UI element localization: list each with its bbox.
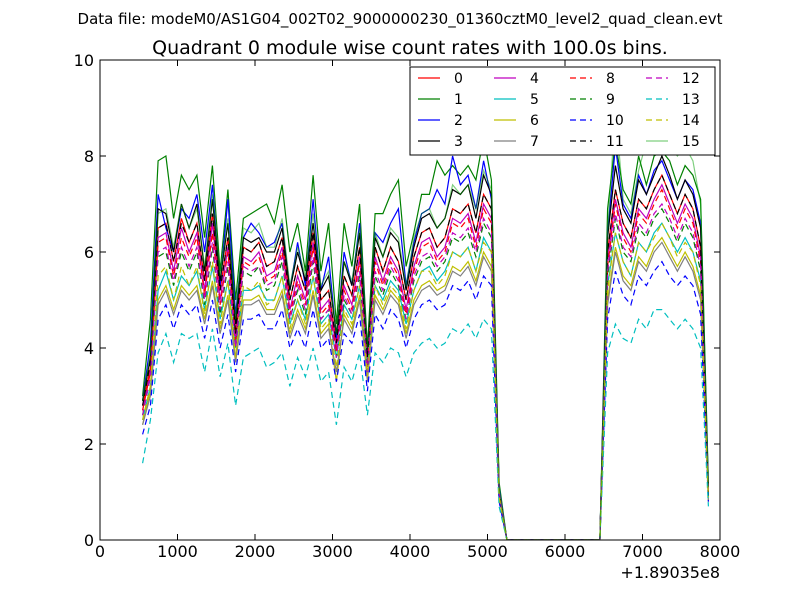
legend-label-6: 6	[530, 113, 539, 129]
series-line-8	[142, 188, 709, 540]
legend-label-8: 8	[606, 71, 615, 87]
y-tick-label: 0	[84, 531, 94, 550]
series-line-13	[142, 309, 709, 540]
chart-supertitle: Data file: modeM0/AS1G04_002T02_90000002…	[78, 10, 723, 29]
legend-label-3: 3	[454, 134, 463, 150]
x-tick-label: 0	[95, 542, 105, 561]
y-tick-label: 2	[84, 435, 94, 454]
series-line-7	[142, 241, 709, 540]
legend-label-0: 0	[454, 71, 463, 87]
legend-label-11: 11	[606, 134, 624, 150]
x-tick-label: 6000	[545, 542, 586, 561]
legend-frame	[409, 66, 716, 156]
series-line-3	[142, 154, 709, 540]
x-tick-label: 7000	[622, 542, 663, 561]
legend-label-14: 14	[682, 113, 700, 129]
x-tick-label: 2000	[235, 542, 276, 561]
legend-label-7: 7	[530, 134, 539, 150]
legend-label-2: 2	[454, 113, 463, 129]
legend-label-10: 10	[606, 113, 624, 129]
legend-label-13: 13	[682, 92, 700, 108]
y-tick-label: 10	[74, 51, 94, 70]
y-tick-label: 6	[84, 243, 94, 262]
legend-label-1: 1	[454, 92, 463, 108]
y-tick-label: 4	[84, 339, 94, 358]
legend-label-15: 15	[682, 134, 700, 150]
legend-label-4: 4	[530, 71, 539, 87]
series-line-11	[142, 173, 709, 540]
x-tick-label: 8000	[700, 542, 741, 561]
y-tick-label: 8	[84, 147, 94, 166]
x-tick-label: 3000	[312, 542, 353, 561]
series-line-10	[142, 260, 709, 540]
legend-label-12: 12	[682, 71, 700, 87]
legend-label-5: 5	[530, 92, 539, 108]
legend-label-9: 9	[606, 92, 615, 108]
x-tick-label: 4000	[390, 542, 431, 561]
series-layer	[142, 93, 709, 540]
series-line-12	[142, 202, 709, 540]
chart-title: Quadrant 0 module wise count rates with …	[152, 37, 668, 59]
x-tick-label: 1000	[157, 542, 198, 561]
series-line-9	[142, 207, 709, 540]
x-tick-label: 5000	[467, 542, 508, 561]
series-line-14	[142, 221, 709, 540]
x-axis-offset-label: +1.89035e8	[620, 563, 720, 582]
series-line-2	[142, 146, 709, 540]
